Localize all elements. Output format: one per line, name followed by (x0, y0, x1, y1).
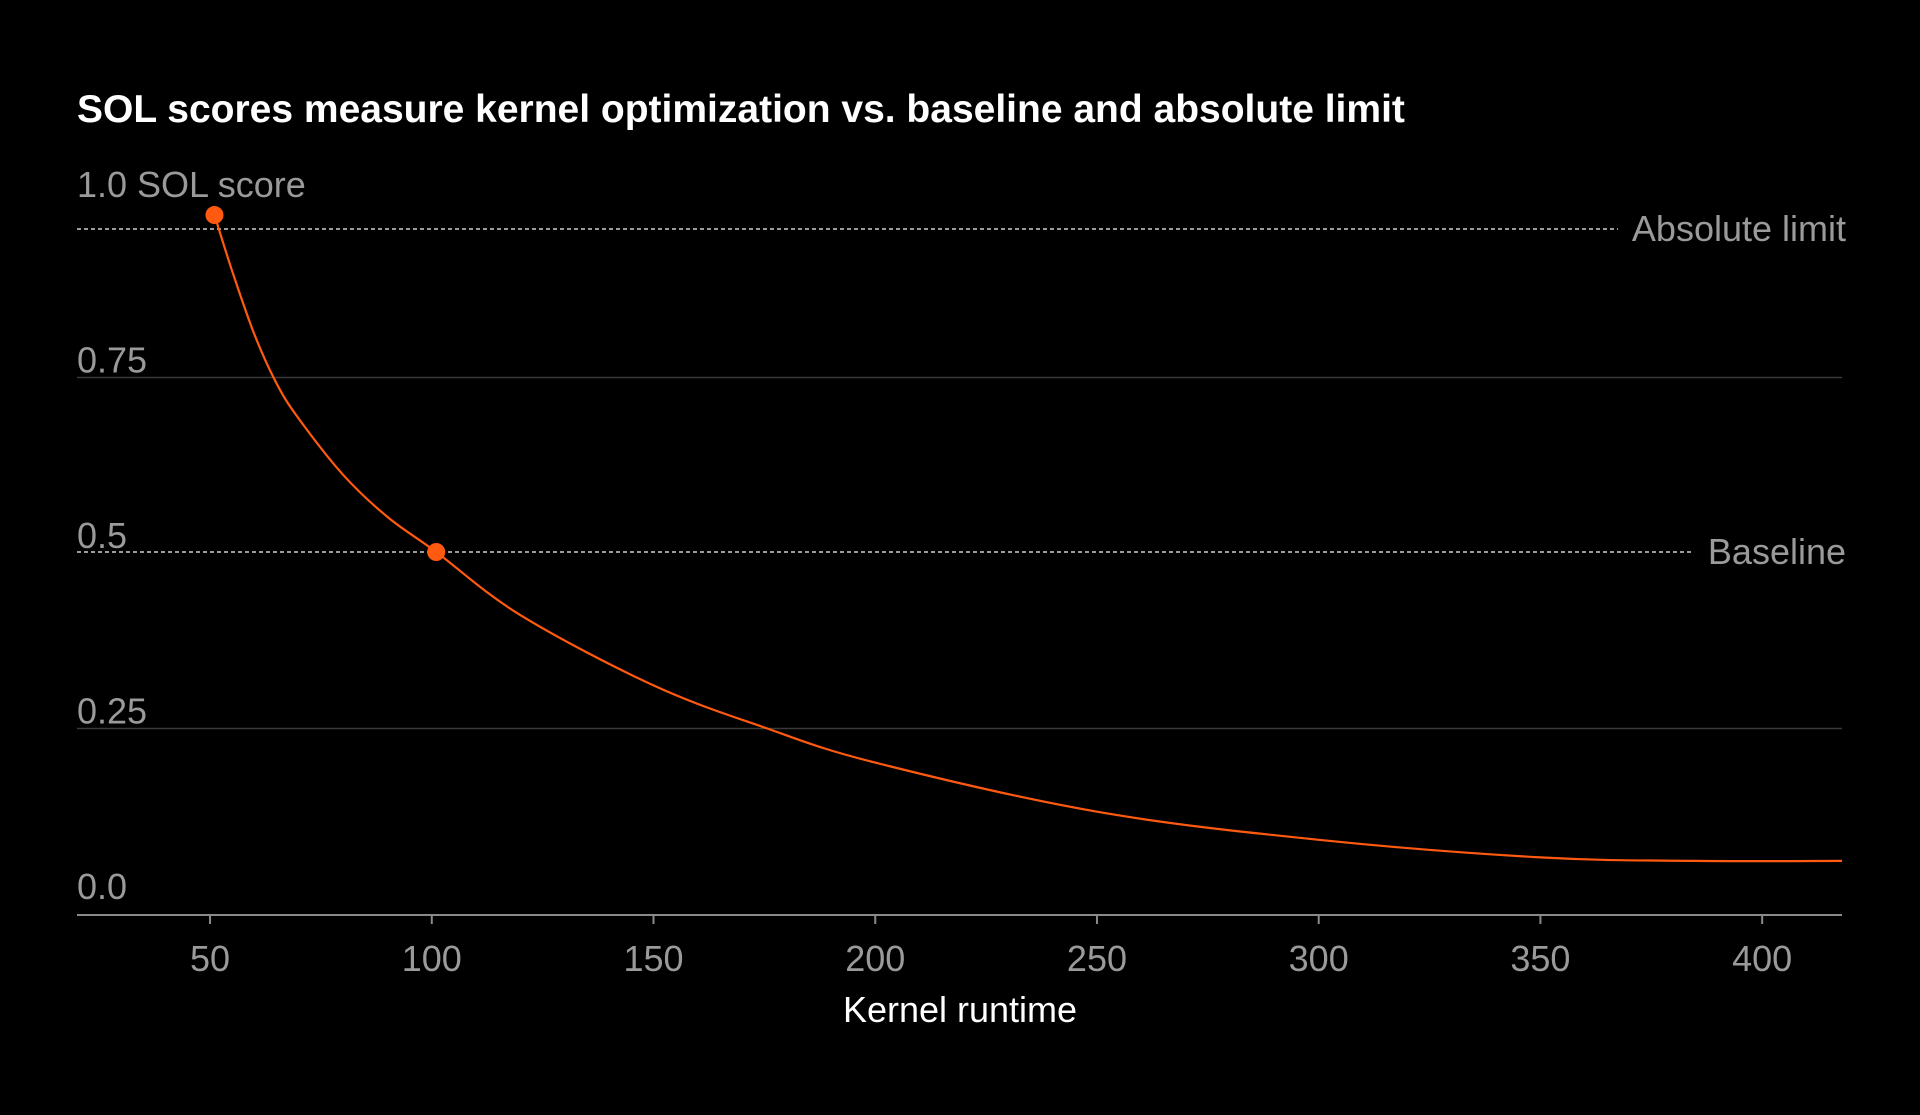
y-tick-label: 0.0 (77, 866, 127, 907)
y-tick-label: 0.25 (77, 691, 147, 732)
y-tick-labels: 1.0 SOL score 0.75 0.5 0.25 0.0 (77, 164, 306, 907)
reference-line-label: Absolute limit (1632, 208, 1846, 249)
y-tick-label: 0.75 (77, 340, 147, 381)
x-tick-label: 100 (402, 938, 462, 979)
y-tick-label: 1.0 SOL score (77, 164, 306, 205)
highlight-point (205, 206, 224, 225)
x-tick-label: 250 (1067, 938, 1127, 979)
chart-title: SOL scores measure kernel optimization v… (77, 88, 1405, 131)
x-tick-label: 350 (1510, 938, 1570, 979)
reference-line-label: Baseline (1708, 531, 1846, 572)
x-tick-label: 200 (845, 938, 905, 979)
x-tick-labels: 50 100 150 200 250 300 350 400 (190, 938, 1792, 979)
x-tick-label: 50 (190, 938, 230, 979)
series-line (213, 214, 1843, 863)
grid-layer (77, 376, 1842, 730)
x-axis-title: Kernel runtime (843, 989, 1077, 1030)
y-tick-label: 0.5 (77, 515, 127, 556)
series-layer (213, 214, 1843, 863)
x-tick-label: 300 (1289, 938, 1349, 979)
x-tick-label: 150 (623, 938, 683, 979)
highlight-point (427, 543, 446, 561)
reference-lines: Absolute limit Baseline (77, 208, 1846, 572)
highlight-points (205, 206, 446, 561)
x-axis (77, 914, 1842, 924)
x-tick-label: 400 (1732, 938, 1792, 979)
